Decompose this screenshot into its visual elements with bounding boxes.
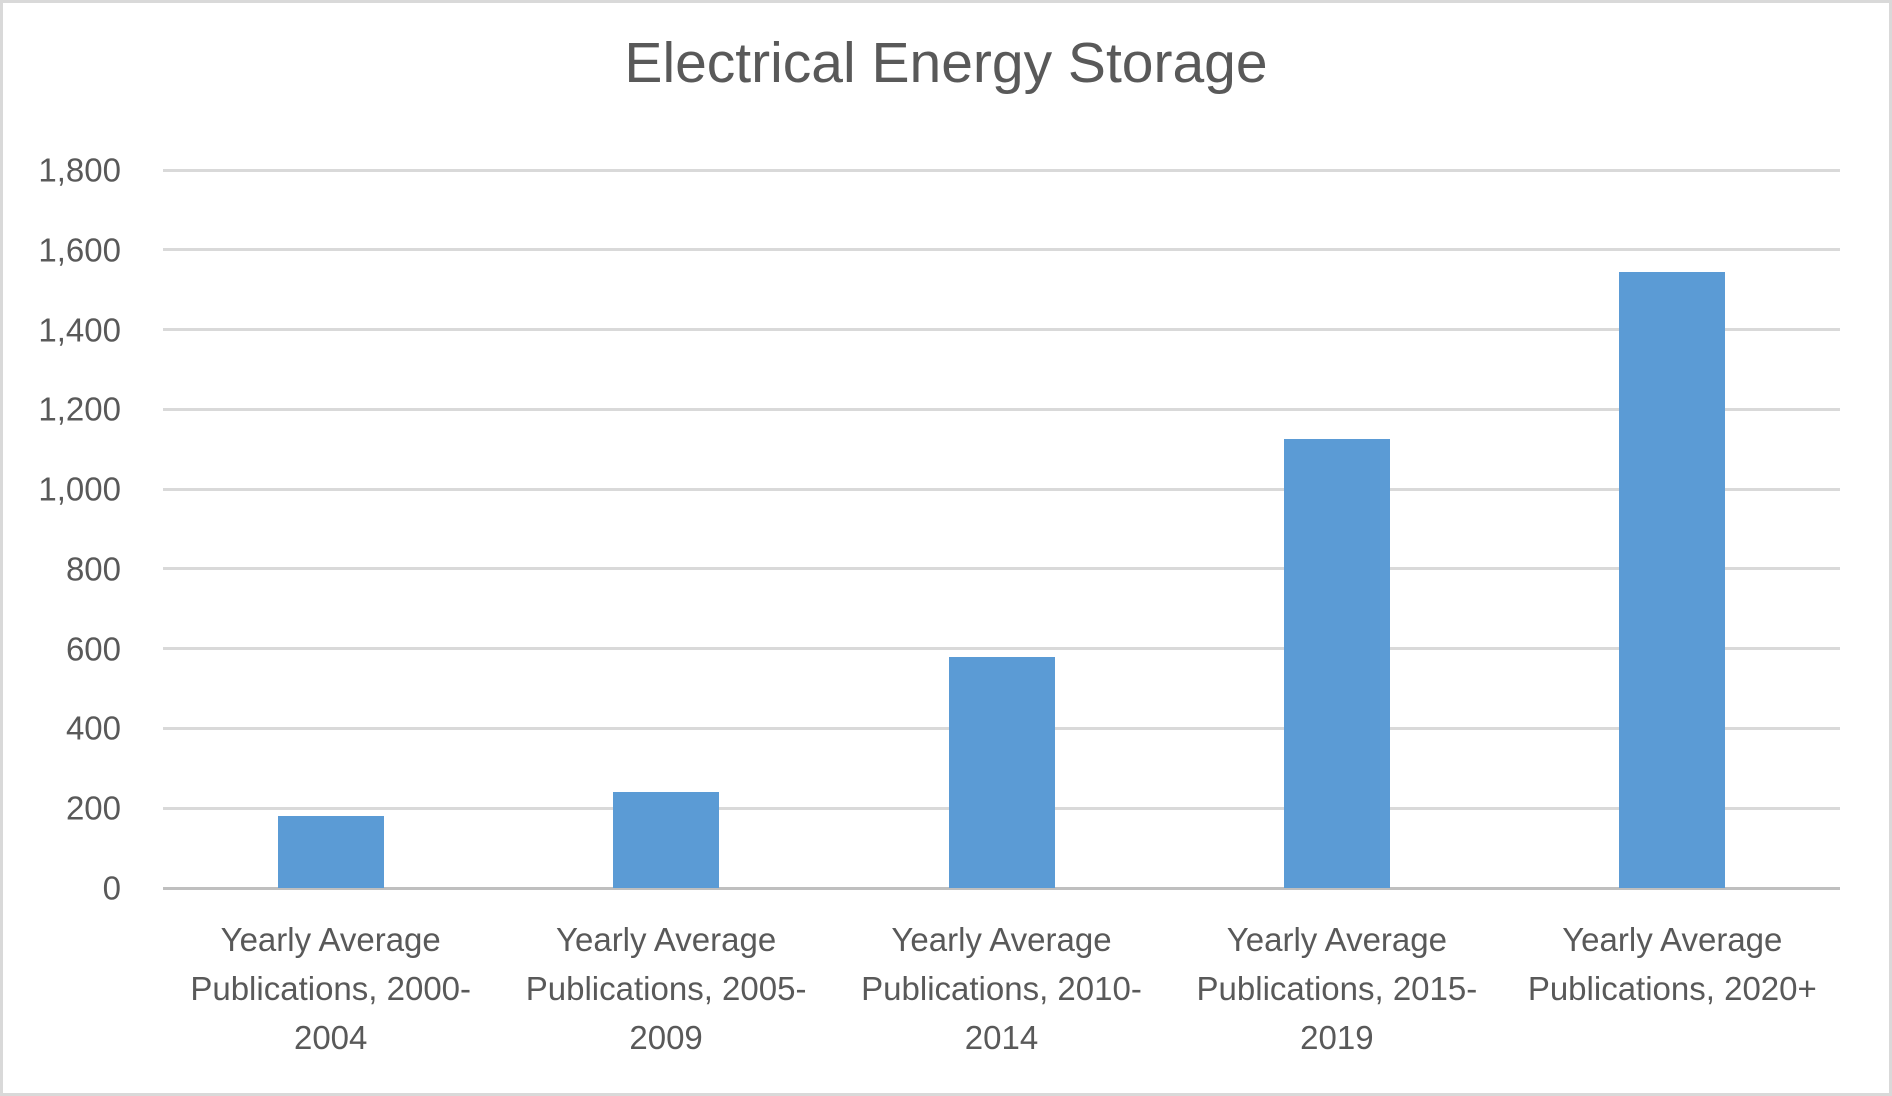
y-tick-label-1,800: 1,800 — [38, 151, 121, 189]
y-tick-label-1,400: 1,400 — [38, 311, 121, 349]
y-tick-label-1,600: 1,600 — [38, 231, 121, 269]
gridline-1,600 — [163, 248, 1840, 252]
gridline-1,800 — [163, 168, 1840, 172]
bar-0 — [277, 816, 384, 888]
x-category-label-4: Yearly Average Publications, 2020+ — [1527, 921, 1817, 1007]
gridline-1,200 — [163, 407, 1840, 411]
x-category-label-1: Yearly Average Publications, 2005- 2009 — [525, 921, 807, 1056]
x-category-label-0: Yearly Average Publications, 2000- 2004 — [190, 921, 472, 1056]
y-tick-label-800: 800 — [65, 550, 121, 588]
x-category-label-2: Yearly Average Publications, 2010- 2014 — [861, 921, 1142, 1056]
x-axis-line — [163, 886, 1840, 890]
gridline-1,400 — [163, 328, 1840, 332]
chart-title: Electrical Energy Storage — [624, 31, 1268, 95]
bar-1 — [613, 792, 720, 888]
y-tick-label-200: 200 — [65, 789, 121, 827]
bar-3 — [1283, 439, 1390, 888]
y-tick-label-0: 0 — [102, 869, 121, 907]
x-category-label-3: Yearly Average Publications, 2015- 2019 — [1196, 921, 1478, 1056]
gridline-800 — [163, 567, 1840, 571]
gridline-600 — [163, 647, 1840, 651]
bar-2 — [948, 656, 1055, 888]
y-tick-label-600: 600 — [65, 630, 121, 668]
gridline-1,000 — [163, 487, 1840, 491]
bar-4 — [1619, 271, 1726, 888]
y-tick-label-400: 400 — [65, 709, 121, 747]
y-tick-label-1,200: 1,200 — [38, 390, 121, 428]
y-tick-label-1,000: 1,000 — [38, 470, 121, 508]
